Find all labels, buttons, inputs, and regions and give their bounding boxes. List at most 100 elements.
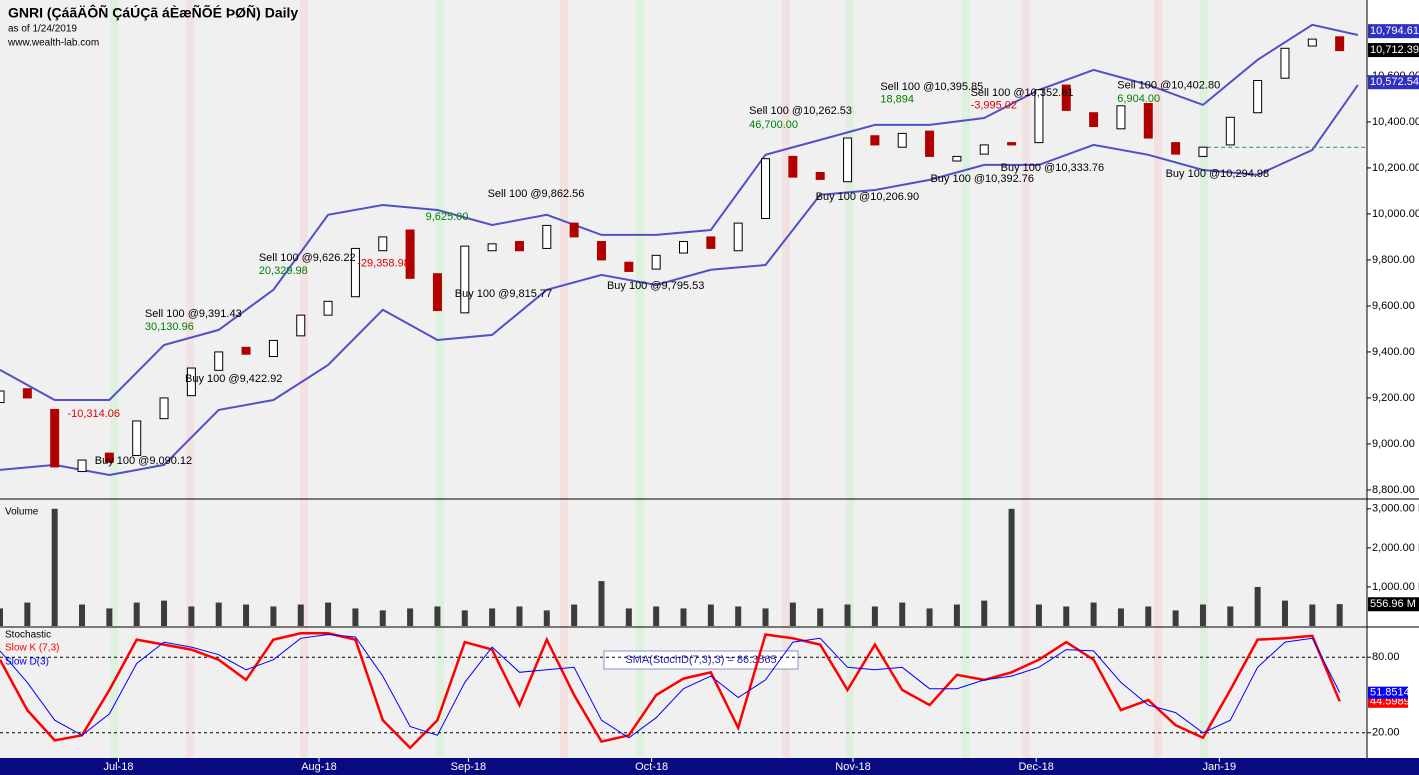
candle bbox=[132, 420, 142, 456]
volume-bar bbox=[489, 608, 496, 626]
panel-label: Volume bbox=[5, 507, 39, 518]
trade-label: 30,130.96 bbox=[145, 321, 194, 333]
volume-bar bbox=[926, 608, 933, 626]
price-label-box bbox=[1368, 43, 1419, 58]
source: www.wealth-lab.com bbox=[7, 38, 99, 49]
last-value-box bbox=[1368, 597, 1419, 612]
candle bbox=[1198, 146, 1208, 157]
price-label-box bbox=[1368, 75, 1419, 90]
volume-bar bbox=[161, 600, 168, 626]
volume-bar bbox=[653, 606, 660, 626]
candle bbox=[214, 351, 224, 371]
candle bbox=[432, 273, 442, 312]
candle bbox=[1335, 36, 1345, 52]
trade-label: 46,700.00 bbox=[749, 119, 798, 131]
series-line bbox=[0, 633, 1341, 739]
candle bbox=[542, 224, 552, 249]
y-tick-label: 9,400.00 bbox=[1372, 346, 1415, 358]
candle bbox=[706, 236, 716, 249]
volume-bar bbox=[325, 602, 332, 626]
volume-bar bbox=[981, 600, 988, 626]
volume-bar bbox=[243, 604, 250, 626]
candle bbox=[1143, 103, 1153, 139]
volume-bar bbox=[571, 604, 578, 626]
candle bbox=[159, 397, 169, 420]
y-tick-label: 9,800.00 bbox=[1372, 254, 1415, 266]
candle bbox=[1116, 105, 1126, 130]
y-tick-label: 20.00 bbox=[1372, 727, 1400, 739]
candle bbox=[1280, 47, 1290, 79]
candle bbox=[897, 132, 907, 148]
trade-label: Sell 100 @9,862.56 bbox=[488, 188, 585, 200]
volume-bar bbox=[1172, 610, 1179, 626]
volume-bar bbox=[817, 608, 824, 626]
candle bbox=[378, 236, 388, 252]
trade-label: 18,894 bbox=[880, 94, 914, 106]
x-tick-label: Nov-18 bbox=[835, 761, 870, 773]
trade-label: Sell 100 @10,395.85 bbox=[880, 81, 983, 93]
candle bbox=[1034, 89, 1044, 144]
candle bbox=[651, 254, 661, 270]
volume-bar bbox=[461, 610, 468, 626]
trade-label: 6,904.00 bbox=[1117, 93, 1160, 105]
volume-bar bbox=[1336, 604, 1343, 626]
volume-bar bbox=[789, 602, 796, 626]
legend-entry: Slow D(3) bbox=[5, 657, 49, 668]
candle bbox=[0, 390, 5, 404]
x-tick-label: Aug-18 bbox=[301, 761, 336, 773]
x-axis-band bbox=[0, 758, 1419, 775]
volume-bar bbox=[735, 606, 742, 626]
panel-label: Stochastic bbox=[5, 630, 51, 641]
trade-label: Sell 100 @10,262.53 bbox=[749, 105, 852, 117]
price-label: 10,712.39 bbox=[1370, 44, 1419, 56]
candle bbox=[679, 241, 688, 254]
trade-label: Buy 100 @9,422.92 bbox=[185, 373, 282, 385]
series-line bbox=[0, 632, 1341, 750]
candle bbox=[104, 452, 114, 463]
y-tick-label: 1,000.00 M bbox=[1372, 581, 1419, 593]
last-value-label: 51.8514 bbox=[1370, 687, 1410, 699]
price-label-box bbox=[1368, 24, 1419, 39]
y-tick-label: 9,000.00 bbox=[1372, 438, 1415, 450]
volume-bar bbox=[352, 608, 359, 626]
trade-label: Buy 100 @9,795.53 bbox=[607, 280, 704, 292]
volume-bar bbox=[625, 608, 632, 626]
volume-bar bbox=[24, 602, 31, 626]
volume-bar bbox=[297, 604, 304, 626]
volume-bar bbox=[215, 602, 222, 626]
x-tick-label: Dec-18 bbox=[1018, 761, 1053, 773]
y-tick-label: 10,000.00 bbox=[1372, 208, 1419, 220]
trade-label: 20,329.98 bbox=[259, 265, 308, 277]
volume-bar bbox=[1035, 604, 1042, 626]
volume-bar bbox=[899, 602, 906, 626]
annotation: SMA(StochD(7,3),3) = 86.3565 bbox=[625, 654, 776, 666]
y-tick-label: 2,000.00 M bbox=[1372, 542, 1419, 554]
candle bbox=[761, 158, 771, 220]
trade-label: Buy 100 @10,206.90 bbox=[816, 191, 920, 203]
volume-bar bbox=[543, 610, 550, 626]
x-tick-label: Sep-18 bbox=[451, 761, 486, 773]
y-tick-label: 9,200.00 bbox=[1372, 392, 1415, 404]
y-tick-label: 8,800.00 bbox=[1372, 484, 1415, 496]
trade-label: Sell 100 @9,626.22 bbox=[259, 252, 356, 264]
candle bbox=[788, 155, 798, 178]
trade-label: -10,314.06 bbox=[67, 408, 120, 420]
price-label: 10,572.54 bbox=[1370, 76, 1419, 88]
candle bbox=[1007, 142, 1017, 146]
trade-label: Sell 100 @10,402.80 bbox=[1117, 80, 1220, 92]
volume-bar bbox=[407, 608, 414, 626]
candle bbox=[460, 245, 470, 314]
volume-bar bbox=[598, 581, 605, 626]
y-tick-label: 10,400.00 bbox=[1372, 116, 1419, 128]
candle bbox=[1171, 142, 1181, 155]
annotation-box bbox=[603, 650, 799, 670]
trade-label: Sell 100 @9,391.43 bbox=[145, 308, 242, 320]
candle bbox=[733, 222, 743, 252]
volume-bar bbox=[188, 606, 195, 626]
x-tick-label: Jul-18 bbox=[103, 761, 133, 773]
candle bbox=[1089, 112, 1099, 128]
volume-bar bbox=[1281, 600, 1288, 626]
trade-label: 9,625.00 bbox=[426, 211, 469, 223]
